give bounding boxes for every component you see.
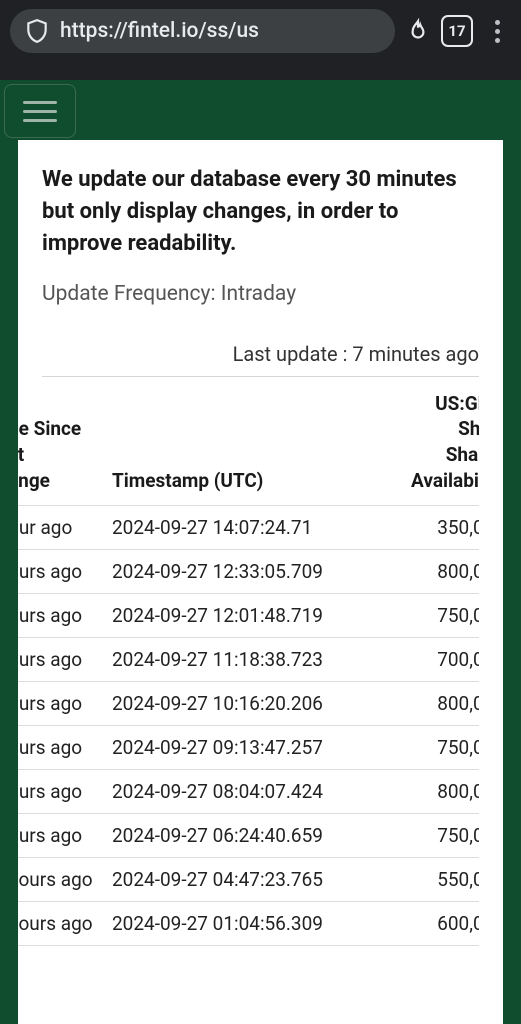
cell-availability: 700,000 <box>340 638 479 682</box>
dot-icon <box>495 38 500 43</box>
browser-gap <box>0 62 521 80</box>
cell-timestamp: 2024-09-27 01:04:56.309 <box>112 902 340 946</box>
cell-availability: 800,000 <box>340 682 479 726</box>
tab-count-value: 17 <box>448 22 465 40</box>
url-text: https://fintel.io/ss/us <box>60 19 381 43</box>
dot-icon <box>495 29 500 34</box>
cell-timestamp: 2024-09-27 14:07:24.71 <box>112 506 340 550</box>
cell-availability: 800,000 <box>340 770 479 814</box>
hamburger-icon <box>23 119 57 122</box>
table-header-row: ne Since st ange Timestamp (UTC) US:GME … <box>18 377 479 506</box>
cell-timestamp: 2024-09-27 12:33:05.709 <box>112 550 340 594</box>
table-row: ours ago2024-09-27 09:13:47.257750,000 <box>18 726 479 770</box>
dot-icon <box>495 20 500 25</box>
cell-since: ours ago <box>18 594 112 638</box>
cell-timestamp: 2024-09-27 06:24:40.659 <box>112 814 340 858</box>
table-row: ours ago2024-09-27 10:16:20.206800,000 <box>18 682 479 726</box>
cell-since: ours ago <box>18 726 112 770</box>
table-row: ours ago2024-09-27 06:24:40.659750,000 <box>18 814 479 858</box>
cell-availability: 600,000 <box>340 902 479 946</box>
cell-since: ours ago <box>18 638 112 682</box>
cell-since: hours ago <box>18 902 112 946</box>
table-row: hours ago2024-09-27 04:47:23.765550,000 <box>18 858 479 902</box>
cell-timestamp: 2024-09-27 12:01:48.719 <box>112 594 340 638</box>
cell-since: ours ago <box>18 814 112 858</box>
table-row: our ago2024-09-27 14:07:24.71350,000 <box>18 506 479 550</box>
short-shares-table: ne Since st ange Timestamp (UTC) US:GME … <box>18 377 479 947</box>
cell-timestamp: 2024-09-27 10:16:20.206 <box>112 682 340 726</box>
browser-menu-button[interactable] <box>483 13 511 49</box>
cell-availability: 550,000 <box>340 858 479 902</box>
table-row: hours ago2024-09-27 01:04:56.309600,000 <box>18 902 479 946</box>
cell-timestamp: 2024-09-27 08:04:07.424 <box>112 770 340 814</box>
url-pill[interactable]: https://fintel.io/ss/us <box>10 9 395 53</box>
last-update-label: Last update : <box>233 342 348 366</box>
cell-since: hours ago <box>18 858 112 902</box>
cell-availability: 750,000 <box>340 814 479 858</box>
page-body: We update our database every 30 minutes … <box>0 80 521 1024</box>
cell-since: our ago <box>18 506 112 550</box>
hamburger-icon <box>23 110 57 113</box>
cell-since: ours ago <box>18 682 112 726</box>
cell-availability: 350,000 <box>340 506 479 550</box>
last-update-line: Last update : 7 minutes ago <box>42 342 479 377</box>
update-frequency-label: Update Frequency: <box>42 282 216 306</box>
card-heading: We update our database every 30 minutes … <box>42 164 479 260</box>
cell-availability: 800,000 <box>340 550 479 594</box>
table-wrap: ne Since st ange Timestamp (UTC) US:GME … <box>18 377 479 947</box>
cell-timestamp: 2024-09-27 09:13:47.257 <box>112 726 340 770</box>
cell-availability: 750,000 <box>340 594 479 638</box>
table-row: ours ago2024-09-27 12:33:05.709800,000 <box>18 550 479 594</box>
tab-count-button[interactable]: 17 <box>441 15 473 47</box>
cell-timestamp: 2024-09-27 04:47:23.765 <box>112 858 340 902</box>
cell-since: ours ago <box>18 550 112 594</box>
table-row: ours ago2024-09-27 11:18:38.723700,000 <box>18 638 479 682</box>
hamburger-icon <box>23 101 57 104</box>
site-menu-button[interactable] <box>4 84 76 138</box>
update-frequency-value: Intraday <box>221 282 296 306</box>
flame-icon[interactable] <box>405 18 431 44</box>
table-row: ours ago2024-09-27 12:01:48.719750,000 <box>18 594 479 638</box>
cell-availability: 750,000 <box>340 726 479 770</box>
col-header-timestamp: Timestamp (UTC) <box>112 377 340 506</box>
content-card: We update our database every 30 minutes … <box>18 140 503 1024</box>
table-row: ours ago2024-09-27 08:04:07.424800,000 <box>18 770 479 814</box>
cell-timestamp: 2024-09-27 11:18:38.723 <box>112 638 340 682</box>
shield-icon <box>24 18 50 44</box>
col-header-availability: US:GME Short Shares Availability <box>340 377 479 506</box>
update-frequency-line: Update Frequency: Intraday <box>42 282 479 306</box>
browser-address-bar: https://fintel.io/ss/us 17 <box>0 0 521 62</box>
cell-since: ours ago <box>18 770 112 814</box>
col-header-since: ne Since st ange <box>18 377 112 506</box>
last-update-value: 7 minutes ago <box>352 342 479 366</box>
